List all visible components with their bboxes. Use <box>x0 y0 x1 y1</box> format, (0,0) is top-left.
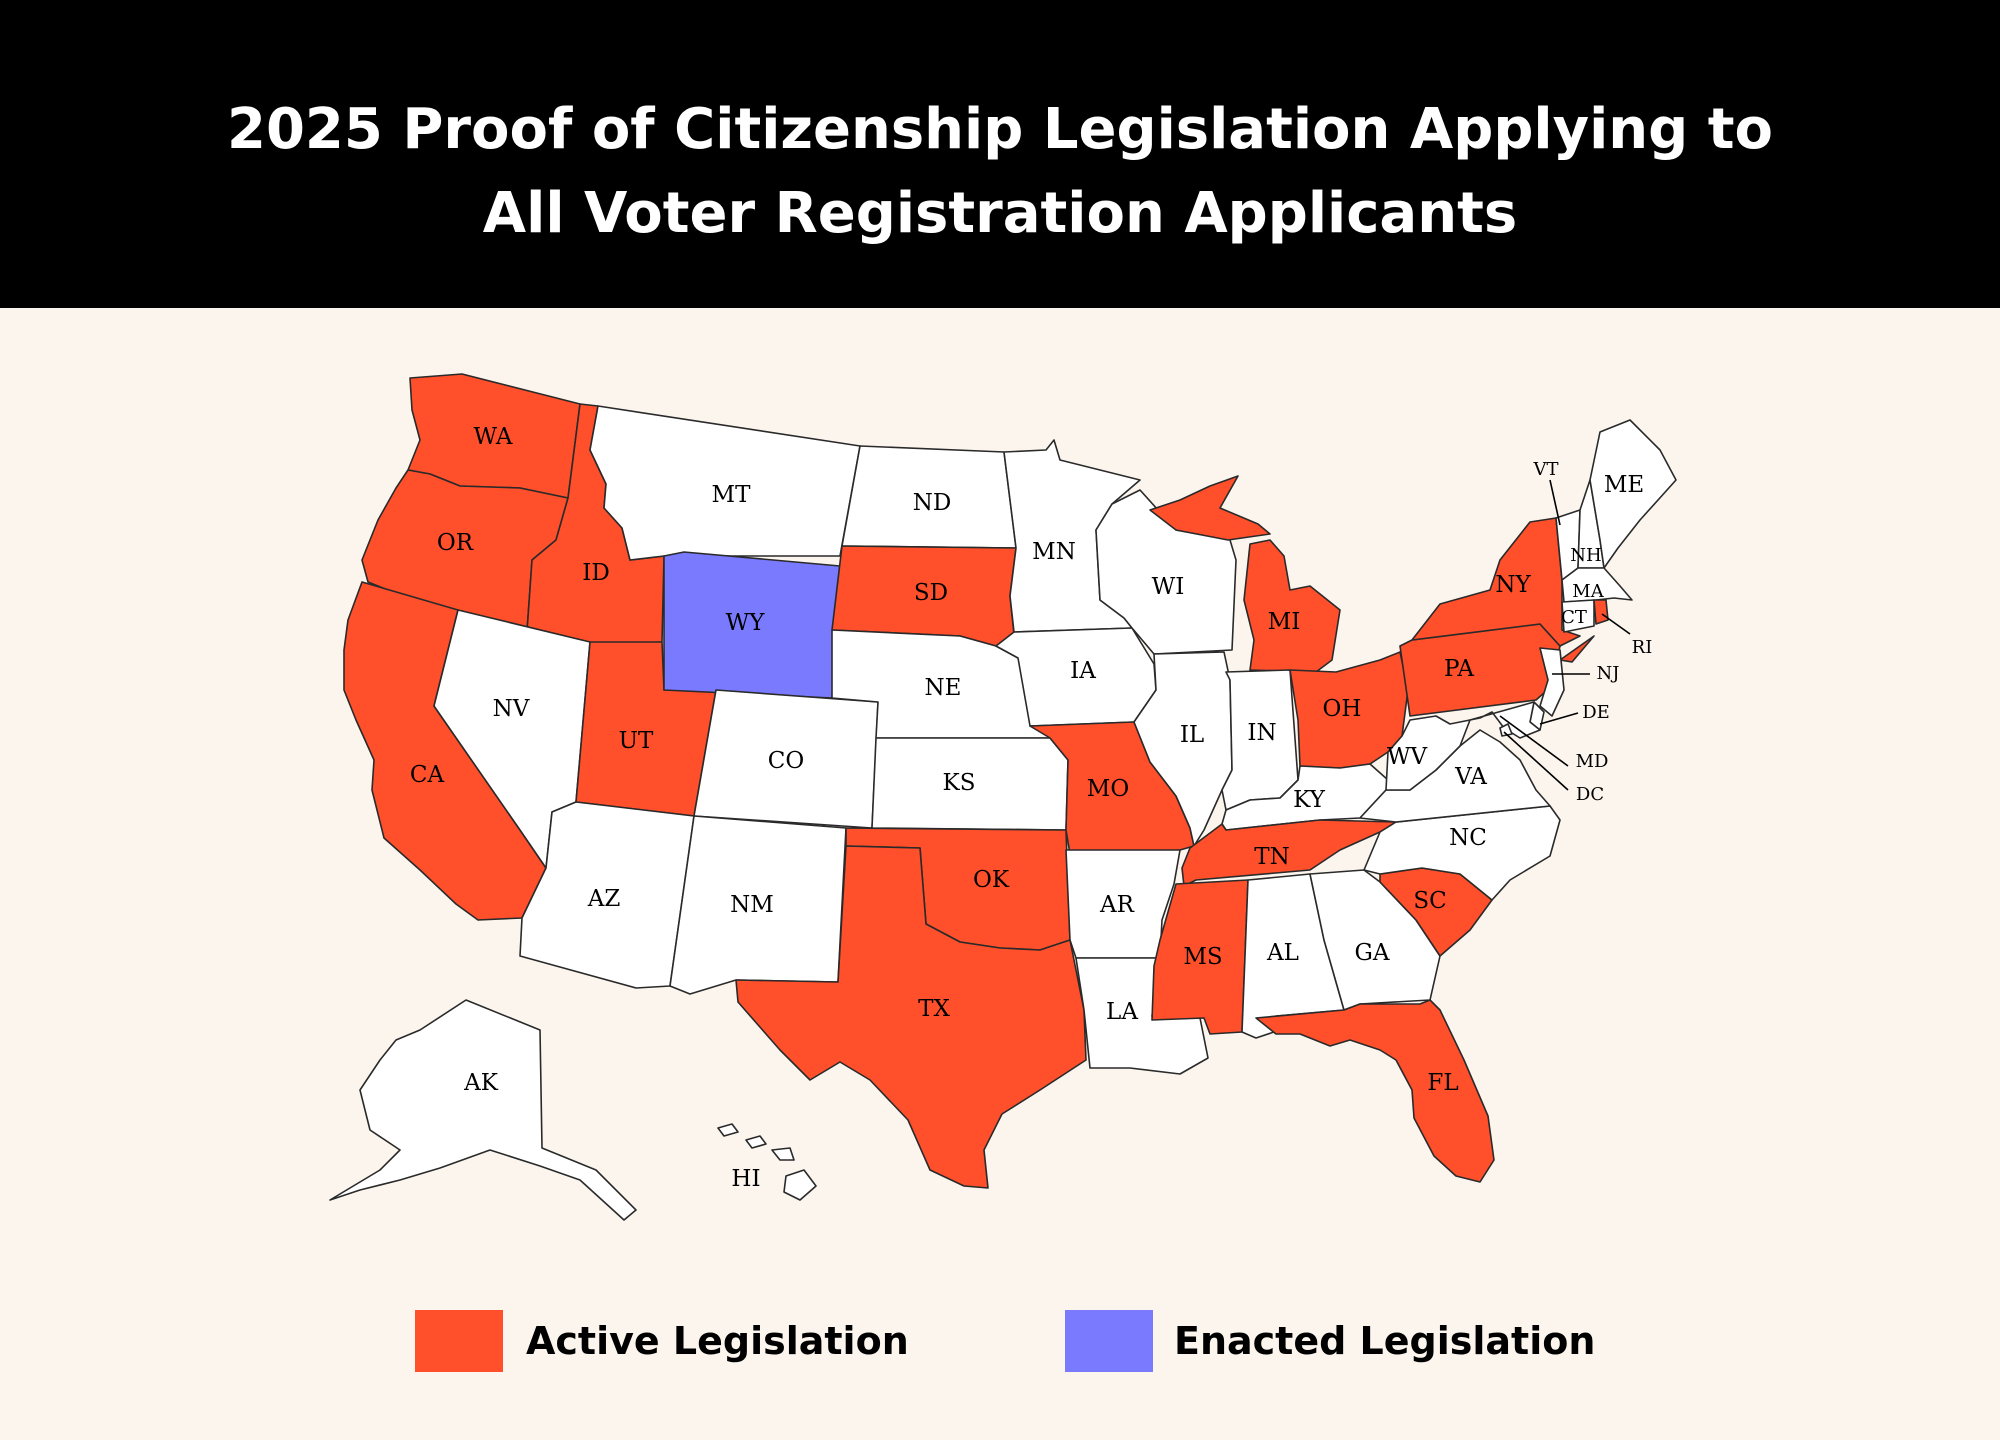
label-de: DE <box>1582 702 1610 723</box>
legend-swatch-enacted <box>1065 1310 1153 1372</box>
label-ak: AK <box>463 1070 499 1096</box>
us-map: WA OR CA ID NV UT AZ MT WY CO NM ND SD N… <box>0 308 2000 1440</box>
state-tx <box>735 845 1087 1189</box>
label-vt: VT <box>1532 459 1558 480</box>
page-title: 2025 Proof of Citizenship Legislation Ap… <box>0 88 2000 256</box>
label-ok: OK <box>973 867 1010 893</box>
label-al: AL <box>1266 940 1299 966</box>
leader-vt <box>1549 479 1561 526</box>
label-ma: MA <box>1572 581 1604 602</box>
legend-swatch-active <box>415 1310 503 1372</box>
label-ca: CA <box>410 762 445 788</box>
us-map-svg: WA OR CA ID NV UT AZ MT WY CO NM ND SD N… <box>329 373 1677 1221</box>
label-sd: SD <box>914 580 948 606</box>
label-ct: CT <box>1561 607 1587 628</box>
state-wv <box>1385 715 1471 791</box>
label-co: CO <box>768 748 804 774</box>
label-wv: WV <box>1387 744 1428 770</box>
leader-ri <box>1601 613 1631 635</box>
label-la: LA <box>1106 999 1138 1025</box>
state-me <box>1589 419 1677 569</box>
leader-md <box>1499 715 1569 767</box>
label-ne: NE <box>925 675 962 701</box>
legend-label-active: Active Legislation <box>526 1319 909 1363</box>
label-tn: TN <box>1254 844 1289 870</box>
state-mi <box>1149 475 1341 673</box>
label-hi: HI <box>731 1166 760 1192</box>
label-ut: UT <box>619 728 654 754</box>
leader-de <box>1539 712 1579 725</box>
label-mn: MN <box>1032 539 1076 565</box>
label-ar: AR <box>1099 892 1135 918</box>
state-dc <box>1499 723 1513 737</box>
label-ga: GA <box>1355 940 1390 966</box>
label-nh: NH <box>1570 545 1601 566</box>
label-ny: NY <box>1495 572 1531 598</box>
title-banner: 2025 Proof of Citizenship Legislation Ap… <box>0 0 2000 308</box>
state-nj <box>1539 647 1565 717</box>
label-ky: KY <box>1293 787 1326 813</box>
label-ks: KS <box>943 770 976 796</box>
label-in: IN <box>1247 720 1276 746</box>
state-ri <box>1593 599 1609 625</box>
label-me: ME <box>1604 472 1644 498</box>
label-tx: TX <box>918 996 950 1022</box>
state-fl <box>1255 999 1495 1183</box>
label-ri: RI <box>1632 637 1653 658</box>
label-ia: IA <box>1070 658 1096 684</box>
label-wa: WA <box>473 424 512 450</box>
label-oh: OH <box>1323 696 1362 722</box>
label-fl: FL <box>1427 1070 1458 1096</box>
label-nm: NM <box>730 892 774 918</box>
label-az: AZ <box>587 886 621 912</box>
state-nc <box>1363 805 1561 901</box>
label-mi: MI <box>1268 609 1301 635</box>
label-ms: MS <box>1183 944 1222 970</box>
leader-dc <box>1503 731 1569 791</box>
legend-label-enacted: Enacted Legislation <box>1174 1319 1596 1363</box>
title-line-2: All Voter Registration Applicants <box>482 181 1518 246</box>
title-line-1: 2025 Proof of Citizenship Legislation Ap… <box>227 97 1773 162</box>
label-nd: ND <box>913 490 952 516</box>
label-dc: DC <box>1576 784 1604 805</box>
label-pa: PA <box>1444 656 1474 682</box>
label-sc: SC <box>1413 888 1446 914</box>
state-ak <box>329 999 637 1221</box>
state-hi <box>717 1123 817 1201</box>
label-nv: NV <box>493 696 530 722</box>
state-ga <box>1309 869 1441 1011</box>
label-nc: NC <box>1449 825 1487 851</box>
state-ct <box>1561 599 1595 633</box>
label-or: OR <box>437 530 474 556</box>
label-nj: NJ <box>1597 663 1620 684</box>
label-va: VA <box>1454 764 1487 790</box>
label-wi: WI <box>1152 574 1185 600</box>
label-mt: MT <box>712 482 752 508</box>
label-il: IL <box>1180 722 1204 748</box>
label-id: ID <box>582 560 610 586</box>
label-wy: WY <box>726 610 766 636</box>
label-md: MD <box>1576 751 1609 772</box>
label-mo: MO <box>1087 776 1129 802</box>
